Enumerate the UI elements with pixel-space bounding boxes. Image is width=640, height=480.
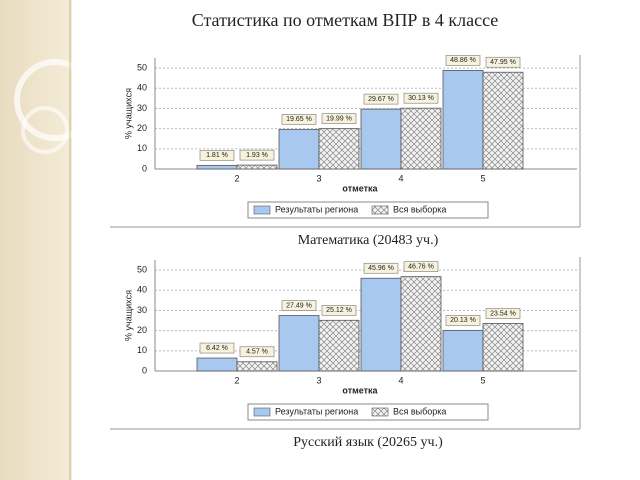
value-label: 20.13 %	[450, 317, 476, 324]
x-tick-label: 4	[398, 375, 403, 385]
bar	[196, 164, 238, 170]
value-label-box	[485, 308, 521, 319]
value-label-box	[321, 305, 357, 316]
value-label: 23.54 %	[490, 310, 516, 317]
x-tick-label: 5	[480, 375, 485, 385]
value-label-box	[281, 114, 317, 125]
value-label: 19.65 %	[286, 116, 312, 123]
value-label: 1.93 %	[246, 152, 268, 159]
legend-label: Вся выборка	[393, 204, 446, 214]
y-axis-label: % учащихся	[123, 290, 133, 341]
x-tick-label: 4	[398, 173, 403, 183]
bar	[318, 319, 360, 372]
legend-label: Вся выборка	[393, 406, 446, 416]
value-label-box	[445, 55, 481, 66]
y-tick-label: 20	[137, 325, 147, 335]
value-label: 4.57 %	[246, 349, 268, 356]
value-label-box	[199, 150, 235, 161]
legend-label: Результаты региона	[275, 406, 358, 416]
legend-box	[247, 201, 489, 219]
legend-swatch	[371, 407, 389, 417]
value-label-box	[321, 113, 357, 124]
value-label-box	[485, 56, 521, 68]
value-label: 45.96 %	[368, 265, 394, 272]
x-tick-label: 2	[234, 375, 239, 385]
bar	[196, 357, 238, 372]
legend-swatch	[253, 205, 271, 215]
bar	[318, 128, 360, 170]
value-label: 19.99 %	[326, 116, 352, 123]
value-label: 27.49 %	[286, 302, 312, 309]
bar	[236, 361, 278, 372]
x-axis-label: отметка	[342, 183, 378, 193]
bar	[400, 276, 442, 372]
y-tick-label: 20	[137, 123, 147, 133]
value-label-box	[403, 92, 439, 104]
value-label: 46.76 %	[408, 263, 434, 270]
legend-label: Результаты региона	[275, 204, 358, 214]
legend-box	[247, 403, 489, 421]
y-tick-label: 40	[137, 285, 147, 295]
chart-caption: Математика (20483 уч.)	[298, 233, 439, 248]
bar	[482, 71, 524, 170]
value-label: 29.67 %	[368, 96, 394, 103]
bar	[278, 315, 320, 372]
value-label-box	[363, 93, 399, 105]
y-tick-label: 50	[137, 62, 147, 72]
decor-circle	[21, 106, 69, 154]
bar	[236, 164, 278, 170]
value-label-box	[239, 346, 275, 358]
bar	[442, 69, 484, 170]
bar	[400, 107, 442, 170]
x-axis-label: отметка	[342, 385, 378, 395]
legend-swatch	[371, 205, 389, 215]
value-label: 25.12 %	[326, 307, 352, 314]
y-tick-label: 40	[137, 83, 147, 93]
value-label: 47.95 %	[490, 59, 516, 66]
bar	[278, 128, 320, 170]
bar	[360, 277, 402, 372]
y-tick-label: 0	[142, 365, 147, 375]
bar	[360, 108, 402, 170]
decor-circle	[14, 59, 96, 141]
decor-strip	[0, 0, 72, 480]
y-tick-label: 0	[142, 163, 147, 173]
value-label: 48.86 %	[450, 57, 476, 64]
value-label-box	[281, 300, 317, 311]
x-tick-label: 3	[316, 173, 321, 183]
x-tick-label: 5	[480, 173, 485, 183]
y-tick-label: 30	[137, 305, 147, 315]
legend-swatch	[253, 407, 271, 417]
value-label: 30.13 %	[408, 95, 434, 102]
value-label: 6.42 %	[206, 345, 228, 352]
x-tick-label: 2	[234, 173, 239, 183]
y-tick-label: 10	[137, 345, 147, 355]
value-label: 1.81 %	[206, 152, 228, 159]
y-axis-label: % учащихся	[123, 88, 133, 139]
y-tick-label: 50	[137, 264, 147, 274]
bar	[482, 323, 524, 372]
y-tick-label: 10	[137, 143, 147, 153]
chart-caption: Русский язык (20265 уч.)	[293, 435, 443, 450]
x-tick-label: 3	[316, 375, 321, 385]
value-label-box	[403, 261, 439, 272]
value-label-box	[363, 262, 399, 274]
slide-title: Статистика по отметкам ВПР в 4 классе	[192, 10, 499, 30]
y-tick-label: 30	[137, 103, 147, 113]
value-label-box	[199, 342, 235, 354]
value-label-box	[445, 315, 481, 326]
bar	[442, 329, 484, 372]
value-label-box	[239, 149, 275, 161]
